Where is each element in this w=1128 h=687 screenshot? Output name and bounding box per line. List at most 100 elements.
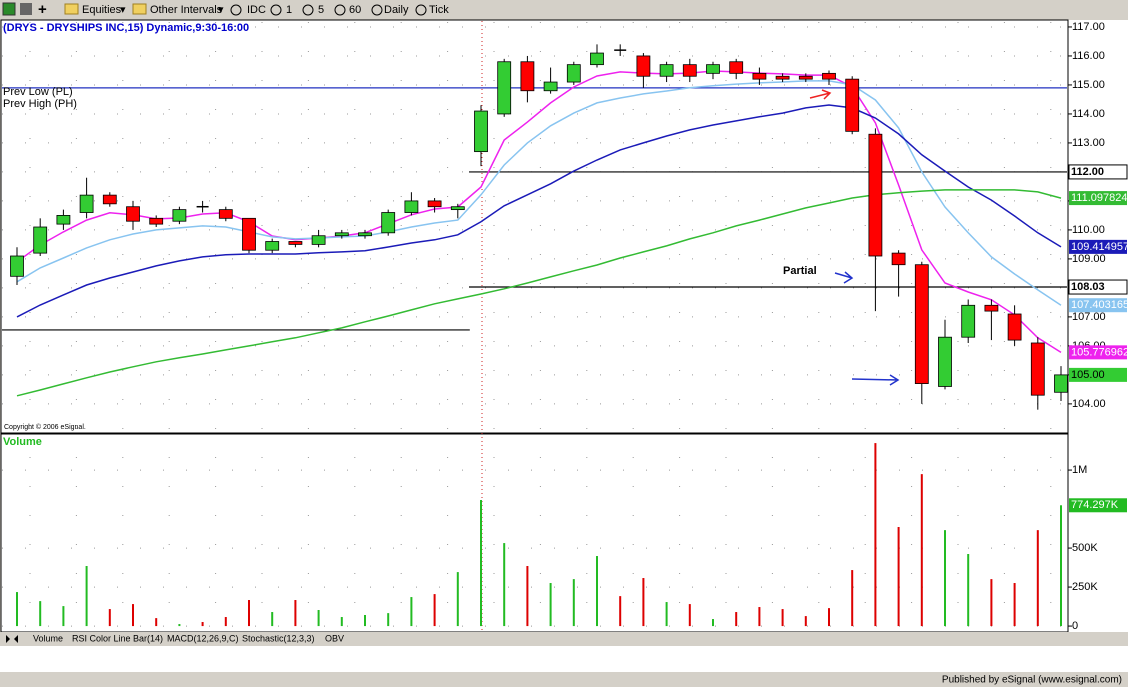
volume-bar — [108, 609, 111, 627]
volume-bar — [688, 604, 691, 627]
candle-body — [474, 110, 488, 153]
volume-bar — [456, 572, 459, 627]
candle-body — [868, 133, 883, 257]
candle-body — [566, 64, 581, 83]
candle-body — [242, 217, 256, 251]
status-bar — [0, 672, 1128, 687]
panel-title: Volume — [3, 436, 42, 448]
candle-body — [659, 64, 674, 77]
price-label: 105.00 — [1071, 369, 1105, 381]
arrow — [834, 271, 900, 386]
y-tick-label: 250K — [1072, 581, 1098, 593]
volume-bar — [248, 600, 250, 627]
volume-bar — [897, 527, 900, 627]
volume-bar — [317, 610, 320, 627]
arrow — [834, 271, 854, 284]
toolbar-icon[interactable] — [132, 3, 147, 15]
time-axis — [0, 646, 1128, 672]
toolbar-dropdown[interactable]: ▾ — [218, 4, 224, 16]
toolbar-radio[interactable] — [371, 4, 383, 16]
candle-body — [682, 64, 697, 77]
volume-bar — [828, 608, 830, 627]
tab[interactable]: Volume — [33, 633, 63, 643]
tab-scroll[interactable] — [6, 635, 18, 643]
volume-bar — [781, 609, 784, 627]
arrow — [809, 89, 832, 100]
y-tick-label: 500K — [1072, 542, 1098, 554]
y-tick-label: 116.00 — [1072, 50, 1105, 62]
tab[interactable]: Stochastic(12,3,3) — [242, 633, 315, 643]
toolbar-radio[interactable] — [334, 4, 346, 16]
toolbar-radio[interactable] — [302, 4, 314, 16]
price-label: 112.00 — [1071, 166, 1104, 178]
candle-body — [450, 206, 465, 211]
toolbar-button[interactable]: 5 — [318, 4, 324, 16]
moving-average — [16, 80, 1062, 306]
candle-body — [311, 235, 326, 245]
toolbar-radio[interactable] — [415, 4, 427, 16]
candle-body — [706, 64, 720, 74]
volume-bar — [39, 601, 42, 627]
candle-body — [938, 336, 952, 387]
toolbar-button[interactable]: 60 — [349, 4, 361, 16]
price-label: 107.403165 — [1071, 299, 1128, 311]
candle-body — [427, 200, 442, 208]
tab[interactable]: RSI Color Line Bar(14) — [72, 633, 163, 643]
toolbar-icon[interactable] — [2, 2, 16, 16]
candle-body — [33, 226, 48, 254]
price-label-box — [1069, 367, 1127, 382]
candle-body — [288, 241, 303, 245]
toolbar-button[interactable]: Other Intervals — [150, 4, 223, 16]
volume-bar — [619, 596, 622, 627]
tab[interactable]: OBV — [325, 633, 344, 643]
toolbar-icon[interactable] — [64, 3, 79, 15]
price-label: 108.03 — [1071, 281, 1105, 293]
candle-body — [404, 200, 419, 213]
toolbar-radio[interactable] — [270, 4, 282, 16]
arrow — [851, 374, 900, 386]
candle-body — [102, 194, 117, 205]
candle-body — [961, 304, 976, 338]
price-label-box — [1068, 279, 1128, 295]
volume-bar — [503, 543, 506, 627]
volume-bar — [480, 500, 482, 627]
toolbar-icon[interactable]: + — [38, 1, 47, 18]
y-tick-label: 109.00 — [1072, 253, 1106, 265]
candle-body — [497, 61, 512, 115]
candle-body — [752, 72, 767, 80]
volume-bar — [132, 604, 134, 627]
price-label-box — [1068, 164, 1128, 180]
y-tick-label: 115.00 — [1072, 79, 1105, 91]
y-tick-label: 0 — [1072, 620, 1078, 632]
candle-body — [1030, 342, 1045, 396]
toolbar-icon[interactable] — [20, 3, 32, 15]
toolbar-button[interactable]: Tick — [429, 4, 449, 16]
volume-label-box — [1069, 498, 1127, 513]
y-tick-label: 117.00 — [1072, 21, 1105, 33]
toolbar-dropdown[interactable]: ▾ — [120, 4, 126, 16]
price-label: 111.097824 — [1071, 192, 1127, 204]
toolbar-button[interactable]: Daily — [384, 4, 409, 16]
candle-body — [265, 241, 280, 251]
candle-body — [149, 217, 164, 225]
volume-bar — [1060, 505, 1062, 627]
candle-body — [126, 206, 140, 222]
candle-body — [914, 264, 929, 384]
chart-area — [1, 20, 1128, 632]
volume-bar — [549, 583, 552, 627]
candle-body — [218, 209, 233, 219]
volume-bar — [155, 618, 158, 627]
toolbar-radio[interactable] — [230, 4, 242, 16]
tab[interactable]: MACD(12,26,9,C) — [167, 633, 239, 643]
footer: Published by eSignal (www.esignal.com) — [942, 675, 1122, 686]
volume-bar — [851, 570, 854, 627]
toolbar-button[interactable]: IDC — [247, 4, 266, 16]
y-tick-label: 107.00 — [1072, 311, 1106, 323]
toolbar-button[interactable]: 1 — [286, 4, 292, 16]
candle-body — [729, 61, 744, 74]
volume-bar — [387, 613, 390, 627]
toolbar-button[interactable]: Equities — [82, 4, 122, 16]
volume-bar — [920, 474, 923, 627]
candle-body — [891, 252, 906, 266]
